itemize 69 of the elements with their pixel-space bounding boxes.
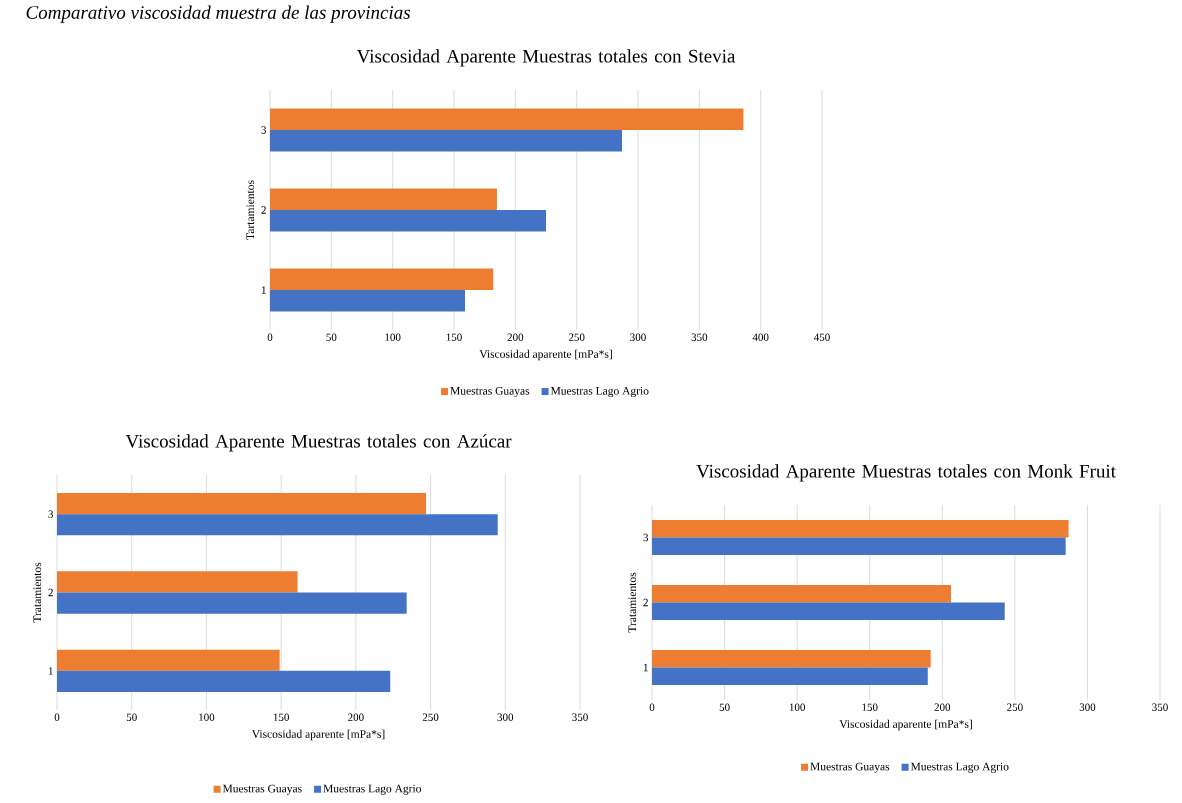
x-tick-label: 0 [649, 703, 655, 711]
bar [270, 108, 744, 130]
y-axis-title: Tratamientos [628, 572, 637, 633]
legend-label: Muestras Lago Agrio [910, 762, 1009, 773]
y-tick-label: 2 [261, 206, 266, 214]
y-axis-title: Tratamientos [33, 562, 42, 623]
bar [270, 129, 623, 152]
bar [57, 493, 427, 515]
x-tick-label: 200 [507, 333, 524, 341]
bar [270, 268, 494, 290]
x-tick-label: 350 [691, 333, 708, 341]
text: Comparativo viscosidad muestra de las provincias [26, 5, 411, 23]
bar [57, 571, 298, 593]
x-tick-label: 50 [719, 703, 730, 711]
x-tick-label: 100 [199, 713, 215, 721]
x-axis-title: Viscosidad aparente [mPa*s] [479, 349, 612, 361]
x-tick-label: 50 [126, 713, 137, 721]
x-tick-label: 150 [862, 703, 878, 711]
x-axis-title: Viscosidad aparente [mPa*s] [251, 729, 385, 741]
x-tick-label: 250 [422, 713, 439, 721]
x-tick-label: 200 [934, 703, 951, 711]
x-tick-label: 400 [752, 333, 769, 341]
bar [652, 649, 931, 668]
bar [652, 602, 1005, 621]
x-tick-label: 200 [348, 713, 364, 721]
x-tick-label: 250 [1007, 703, 1023, 711]
x-tick-label: 0 [267, 333, 273, 341]
y-tick-label: 3 [643, 533, 649, 542]
y-tick-label: 2 [643, 598, 648, 607]
chart-title: Viscosidad Aparente Muestras totales con Stevia [356, 49, 736, 67]
y-tick-label: 1 [261, 286, 266, 294]
x-tick-label: 150 [446, 333, 462, 341]
x-tick-label: 0 [54, 713, 60, 721]
y-tick-label: 1 [48, 667, 53, 675]
chart-title: Viscosidad Aparente Muestras totales con Azúcar [125, 434, 512, 452]
x-tick-label: 450 [813, 333, 830, 341]
bar [270, 289, 466, 312]
legend-label: Muestras Guayas [810, 762, 890, 773]
x-tick-label: 100 [789, 703, 805, 711]
bar [57, 592, 407, 614]
legend-label: Muestras Guayas [222, 784, 302, 795]
x-axis-title: Viscosidad aparente [mPa*s] [839, 719, 972, 731]
bar [652, 519, 1069, 538]
bar [652, 537, 1066, 556]
x-tick-label: 300 [497, 713, 514, 721]
x-tick-label: 100 [385, 333, 401, 341]
x-tick-label: 50 [326, 333, 337, 341]
x-tick-label: 350 [572, 713, 588, 721]
y-axis-title: Tartamientos [246, 180, 255, 240]
y-tick-label: 3 [261, 126, 267, 134]
bar [57, 670, 391, 692]
x-tick-label: 350 [1152, 703, 1168, 711]
bar [270, 210, 547, 232]
y-tick-label: 2 [48, 588, 53, 597]
x-tick-label: 250 [568, 333, 585, 341]
bar [57, 514, 498, 536]
bar [270, 188, 497, 210]
y-tick-label: 3 [48, 510, 54, 518]
legend-label: Muestras Lago Agrio [323, 784, 422, 795]
chart-title: Viscosidad Aparente Muestras totales con Monk Fruit [696, 464, 1116, 482]
x-tick-label: 300 [1079, 703, 1096, 711]
y-tick-label: 1 [643, 663, 648, 672]
x-tick-label: 150 [273, 713, 289, 721]
legend-label: Muestras Lago Agrio [550, 387, 649, 398]
bar [652, 584, 951, 603]
bar [57, 649, 280, 671]
bar [652, 667, 928, 686]
x-tick-label: 300 [630, 333, 646, 341]
legend-label: Muestras Guayas [450, 387, 530, 398]
